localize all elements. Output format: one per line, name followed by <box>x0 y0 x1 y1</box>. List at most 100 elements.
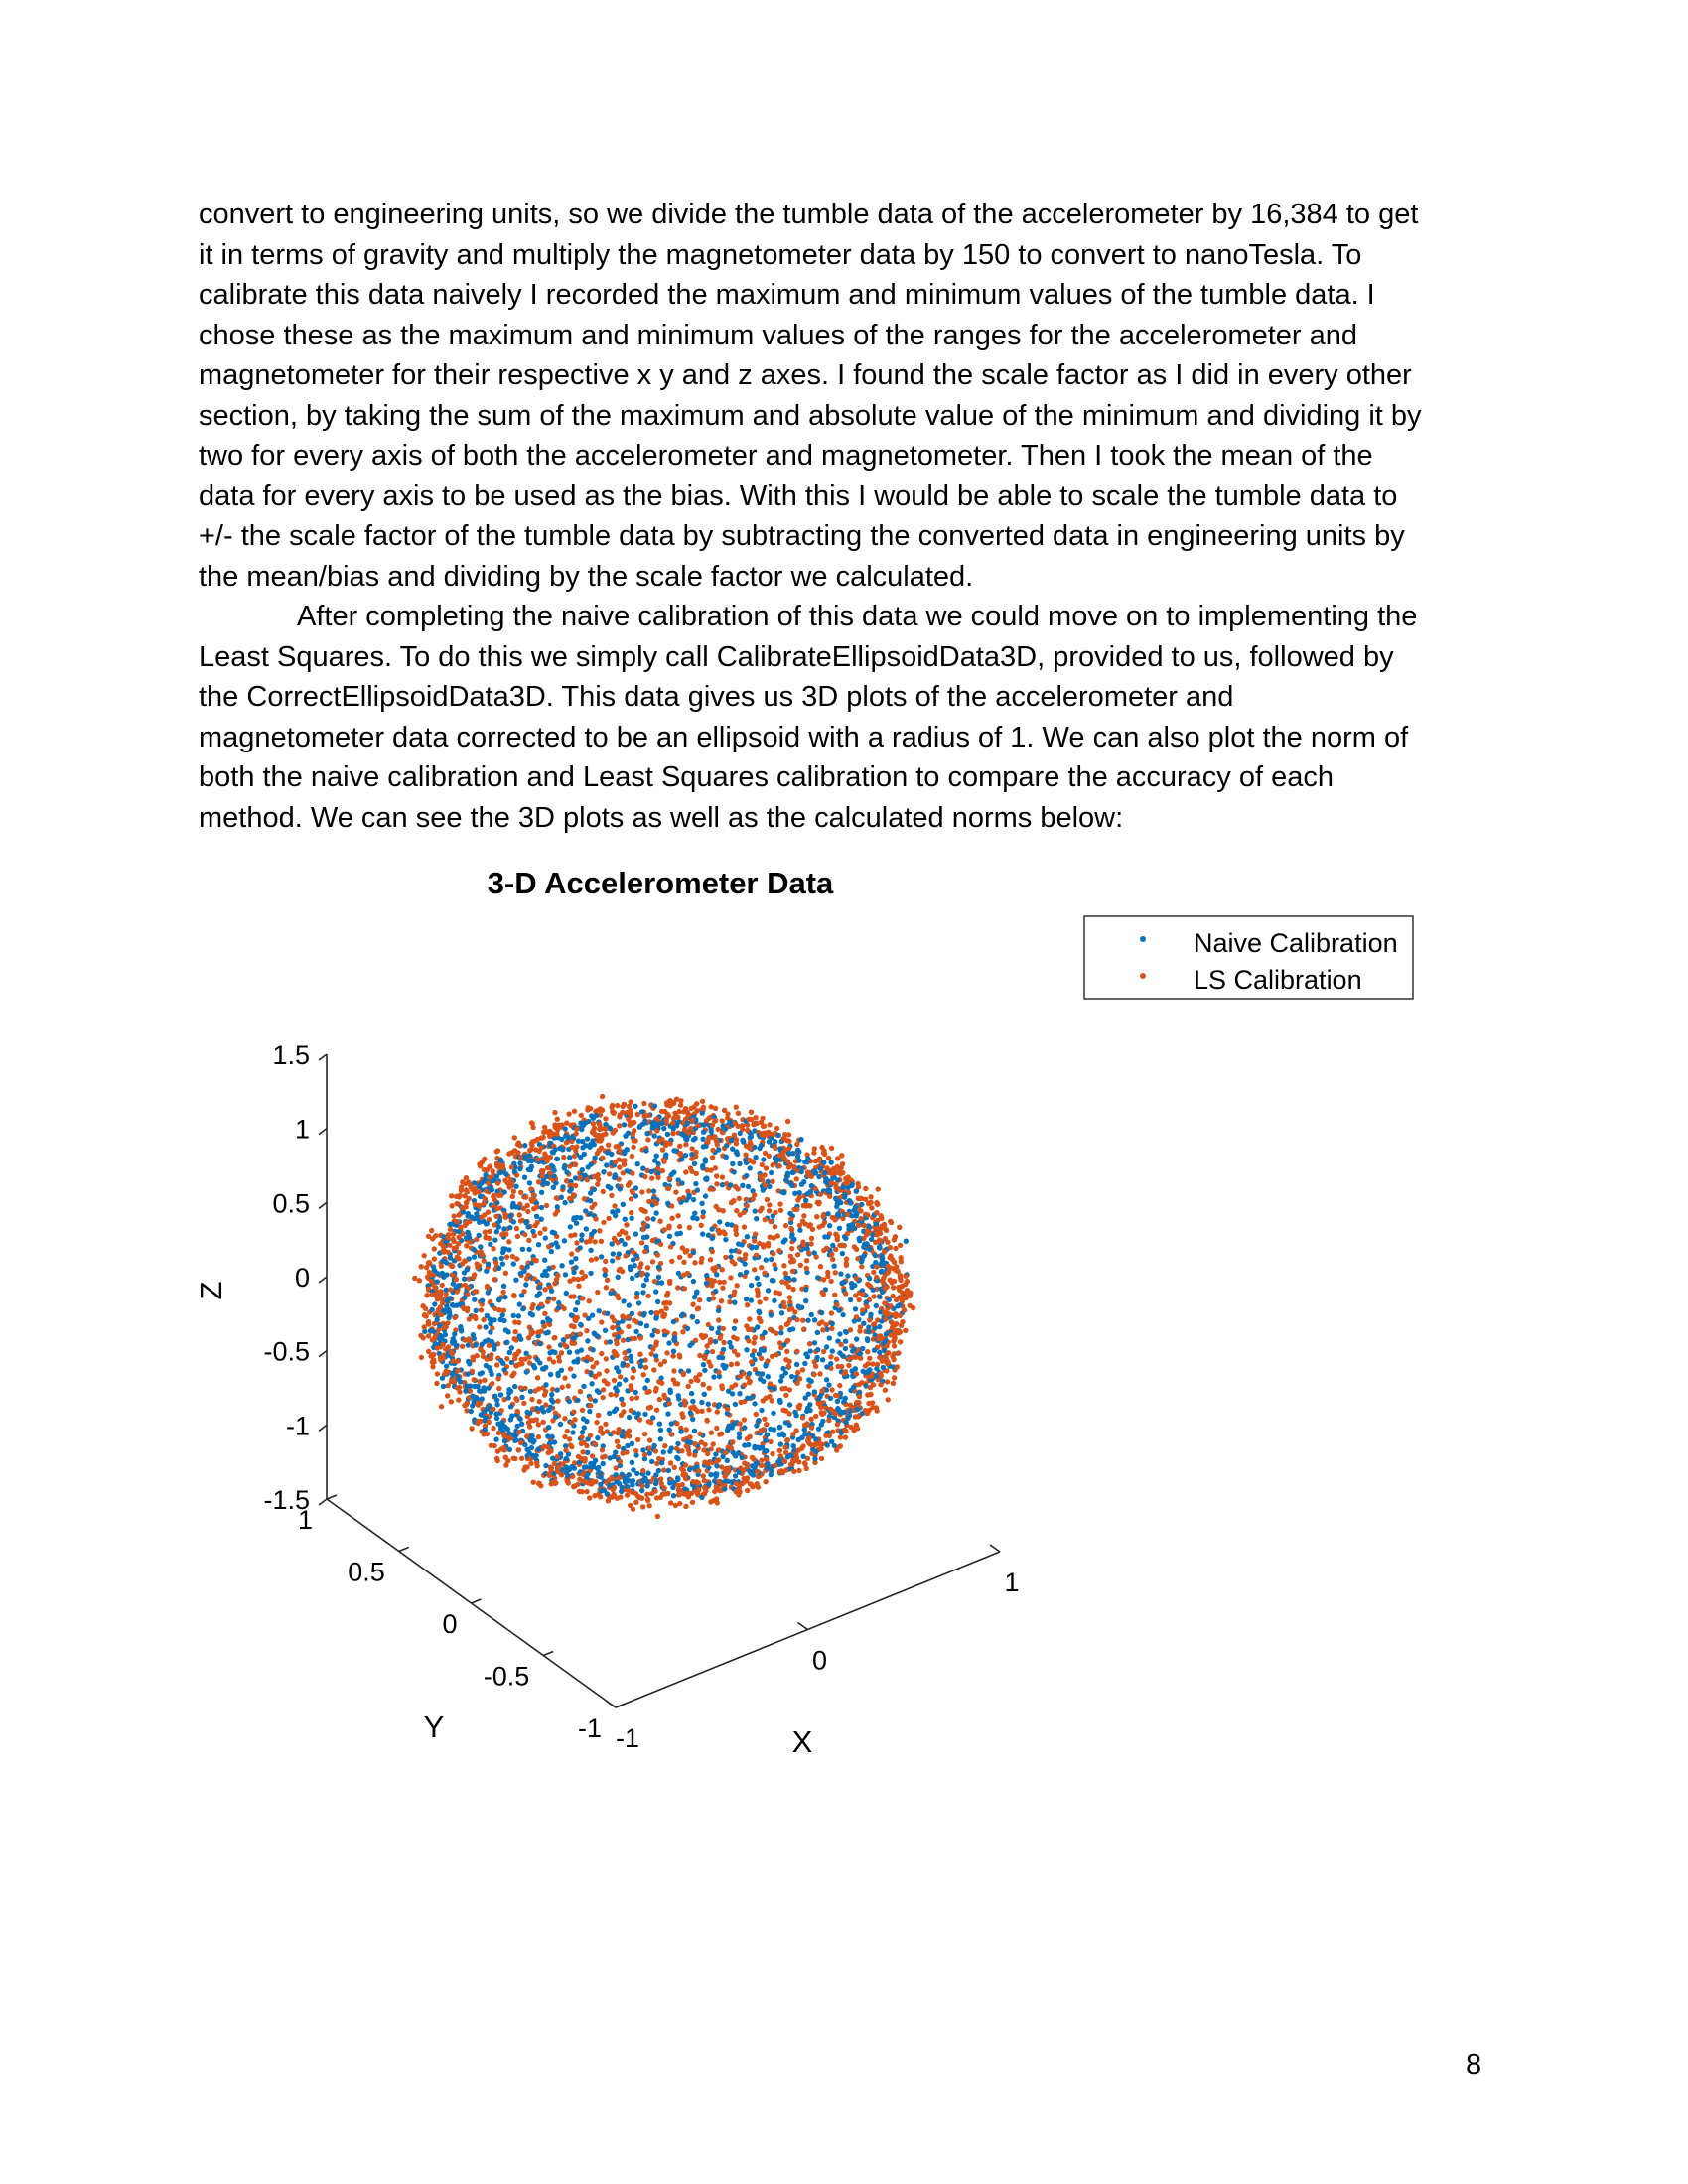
ls-point <box>425 1333 432 1339</box>
naive-point <box>871 1347 878 1353</box>
ls-point <box>464 1307 471 1314</box>
ls-point <box>482 1156 488 1162</box>
naive-point <box>790 1151 796 1157</box>
ls-point <box>788 1305 795 1312</box>
naive-point <box>484 1220 490 1227</box>
naive-point <box>567 1155 573 1160</box>
naive-point <box>852 1306 859 1312</box>
naive-point <box>585 1338 591 1344</box>
ls-point <box>719 1118 725 1124</box>
ls-point <box>520 1205 526 1212</box>
ls-point <box>696 1468 702 1474</box>
ls-point <box>844 1211 851 1217</box>
ls-point <box>891 1338 897 1344</box>
naive-point <box>874 1365 880 1372</box>
naive-point <box>535 1242 542 1248</box>
ls-point <box>448 1399 454 1405</box>
naive-point <box>833 1195 839 1202</box>
ls-point <box>467 1239 474 1245</box>
ls-point <box>519 1361 525 1367</box>
ls-point <box>509 1150 515 1156</box>
ls-point <box>742 1256 748 1262</box>
z-tick-label: -1.5 <box>263 1485 310 1515</box>
ls-point <box>689 1117 696 1123</box>
ls-point <box>438 1290 444 1296</box>
naive-point <box>609 1241 615 1247</box>
ls-point <box>790 1286 796 1293</box>
ls-point <box>812 1459 818 1466</box>
ls-point <box>428 1278 435 1285</box>
naive-point <box>643 1148 649 1154</box>
ls-point <box>803 1258 810 1264</box>
ls-point <box>615 1430 621 1436</box>
ls-point <box>772 1224 778 1230</box>
ls-point <box>874 1201 880 1207</box>
ls-point <box>614 1293 621 1298</box>
ls-point <box>653 1342 659 1348</box>
ls-point <box>675 1213 681 1219</box>
naive-point <box>471 1335 477 1342</box>
ls-point <box>844 1180 850 1186</box>
ls-point <box>508 1180 515 1187</box>
text-line: chose these as the maximum and minimum v… <box>199 319 1358 351</box>
ls-point <box>646 1503 652 1509</box>
ls-point <box>897 1287 903 1294</box>
naive-point <box>701 1391 707 1398</box>
ls-point <box>477 1378 483 1385</box>
naive-point <box>708 1471 714 1478</box>
ls-point <box>759 1457 765 1463</box>
ls-point <box>536 1179 542 1185</box>
ls-point <box>908 1290 914 1297</box>
ls-point <box>566 1436 573 1442</box>
naive-point <box>784 1454 791 1460</box>
ls-point <box>618 1374 624 1380</box>
ls-point <box>774 1125 780 1132</box>
ls-point <box>846 1362 852 1369</box>
naive-point <box>620 1201 626 1208</box>
ls-point <box>749 1359 755 1365</box>
ls-point <box>712 1134 718 1140</box>
naive-point <box>655 1274 662 1281</box>
ls-point <box>796 1376 803 1382</box>
naive-point <box>452 1331 458 1337</box>
ls-point <box>572 1182 579 1189</box>
ls-point <box>708 1499 714 1505</box>
naive-point <box>700 1362 707 1368</box>
naive-point <box>654 1298 661 1305</box>
ls-point <box>731 1132 738 1138</box>
ls-point <box>645 1137 651 1143</box>
naive-point <box>605 1183 611 1190</box>
naive-point <box>643 1244 649 1251</box>
ls-point <box>898 1255 904 1261</box>
naive-point <box>813 1170 819 1176</box>
ls-point <box>459 1343 466 1350</box>
naive-point <box>700 1209 706 1215</box>
ls-point <box>794 1348 800 1355</box>
ls-point <box>836 1443 843 1450</box>
ls-point <box>720 1208 726 1214</box>
ls-point <box>664 1293 670 1298</box>
naive-point <box>642 1385 648 1391</box>
ls-point <box>508 1164 515 1170</box>
naive-point <box>659 1120 665 1127</box>
ls-point <box>486 1342 492 1349</box>
ls-point <box>462 1402 468 1409</box>
ls-point <box>789 1268 796 1275</box>
ls-point <box>458 1184 465 1190</box>
naive-point <box>829 1348 835 1354</box>
naive-point <box>486 1385 492 1391</box>
naive-point <box>667 1387 673 1393</box>
naive-point <box>488 1187 493 1193</box>
y-tick-label: 0 <box>442 1609 457 1639</box>
ls-point <box>892 1322 898 1328</box>
ls-point <box>879 1215 885 1222</box>
naive-point <box>566 1349 573 1355</box>
ls-point <box>456 1384 463 1391</box>
ls-point <box>687 1434 693 1440</box>
ls-point <box>656 1455 662 1462</box>
naive-point <box>528 1163 534 1170</box>
naive-point <box>729 1479 735 1486</box>
ls-point <box>844 1231 851 1237</box>
naive-point <box>637 1320 644 1327</box>
ls-point <box>894 1364 901 1370</box>
